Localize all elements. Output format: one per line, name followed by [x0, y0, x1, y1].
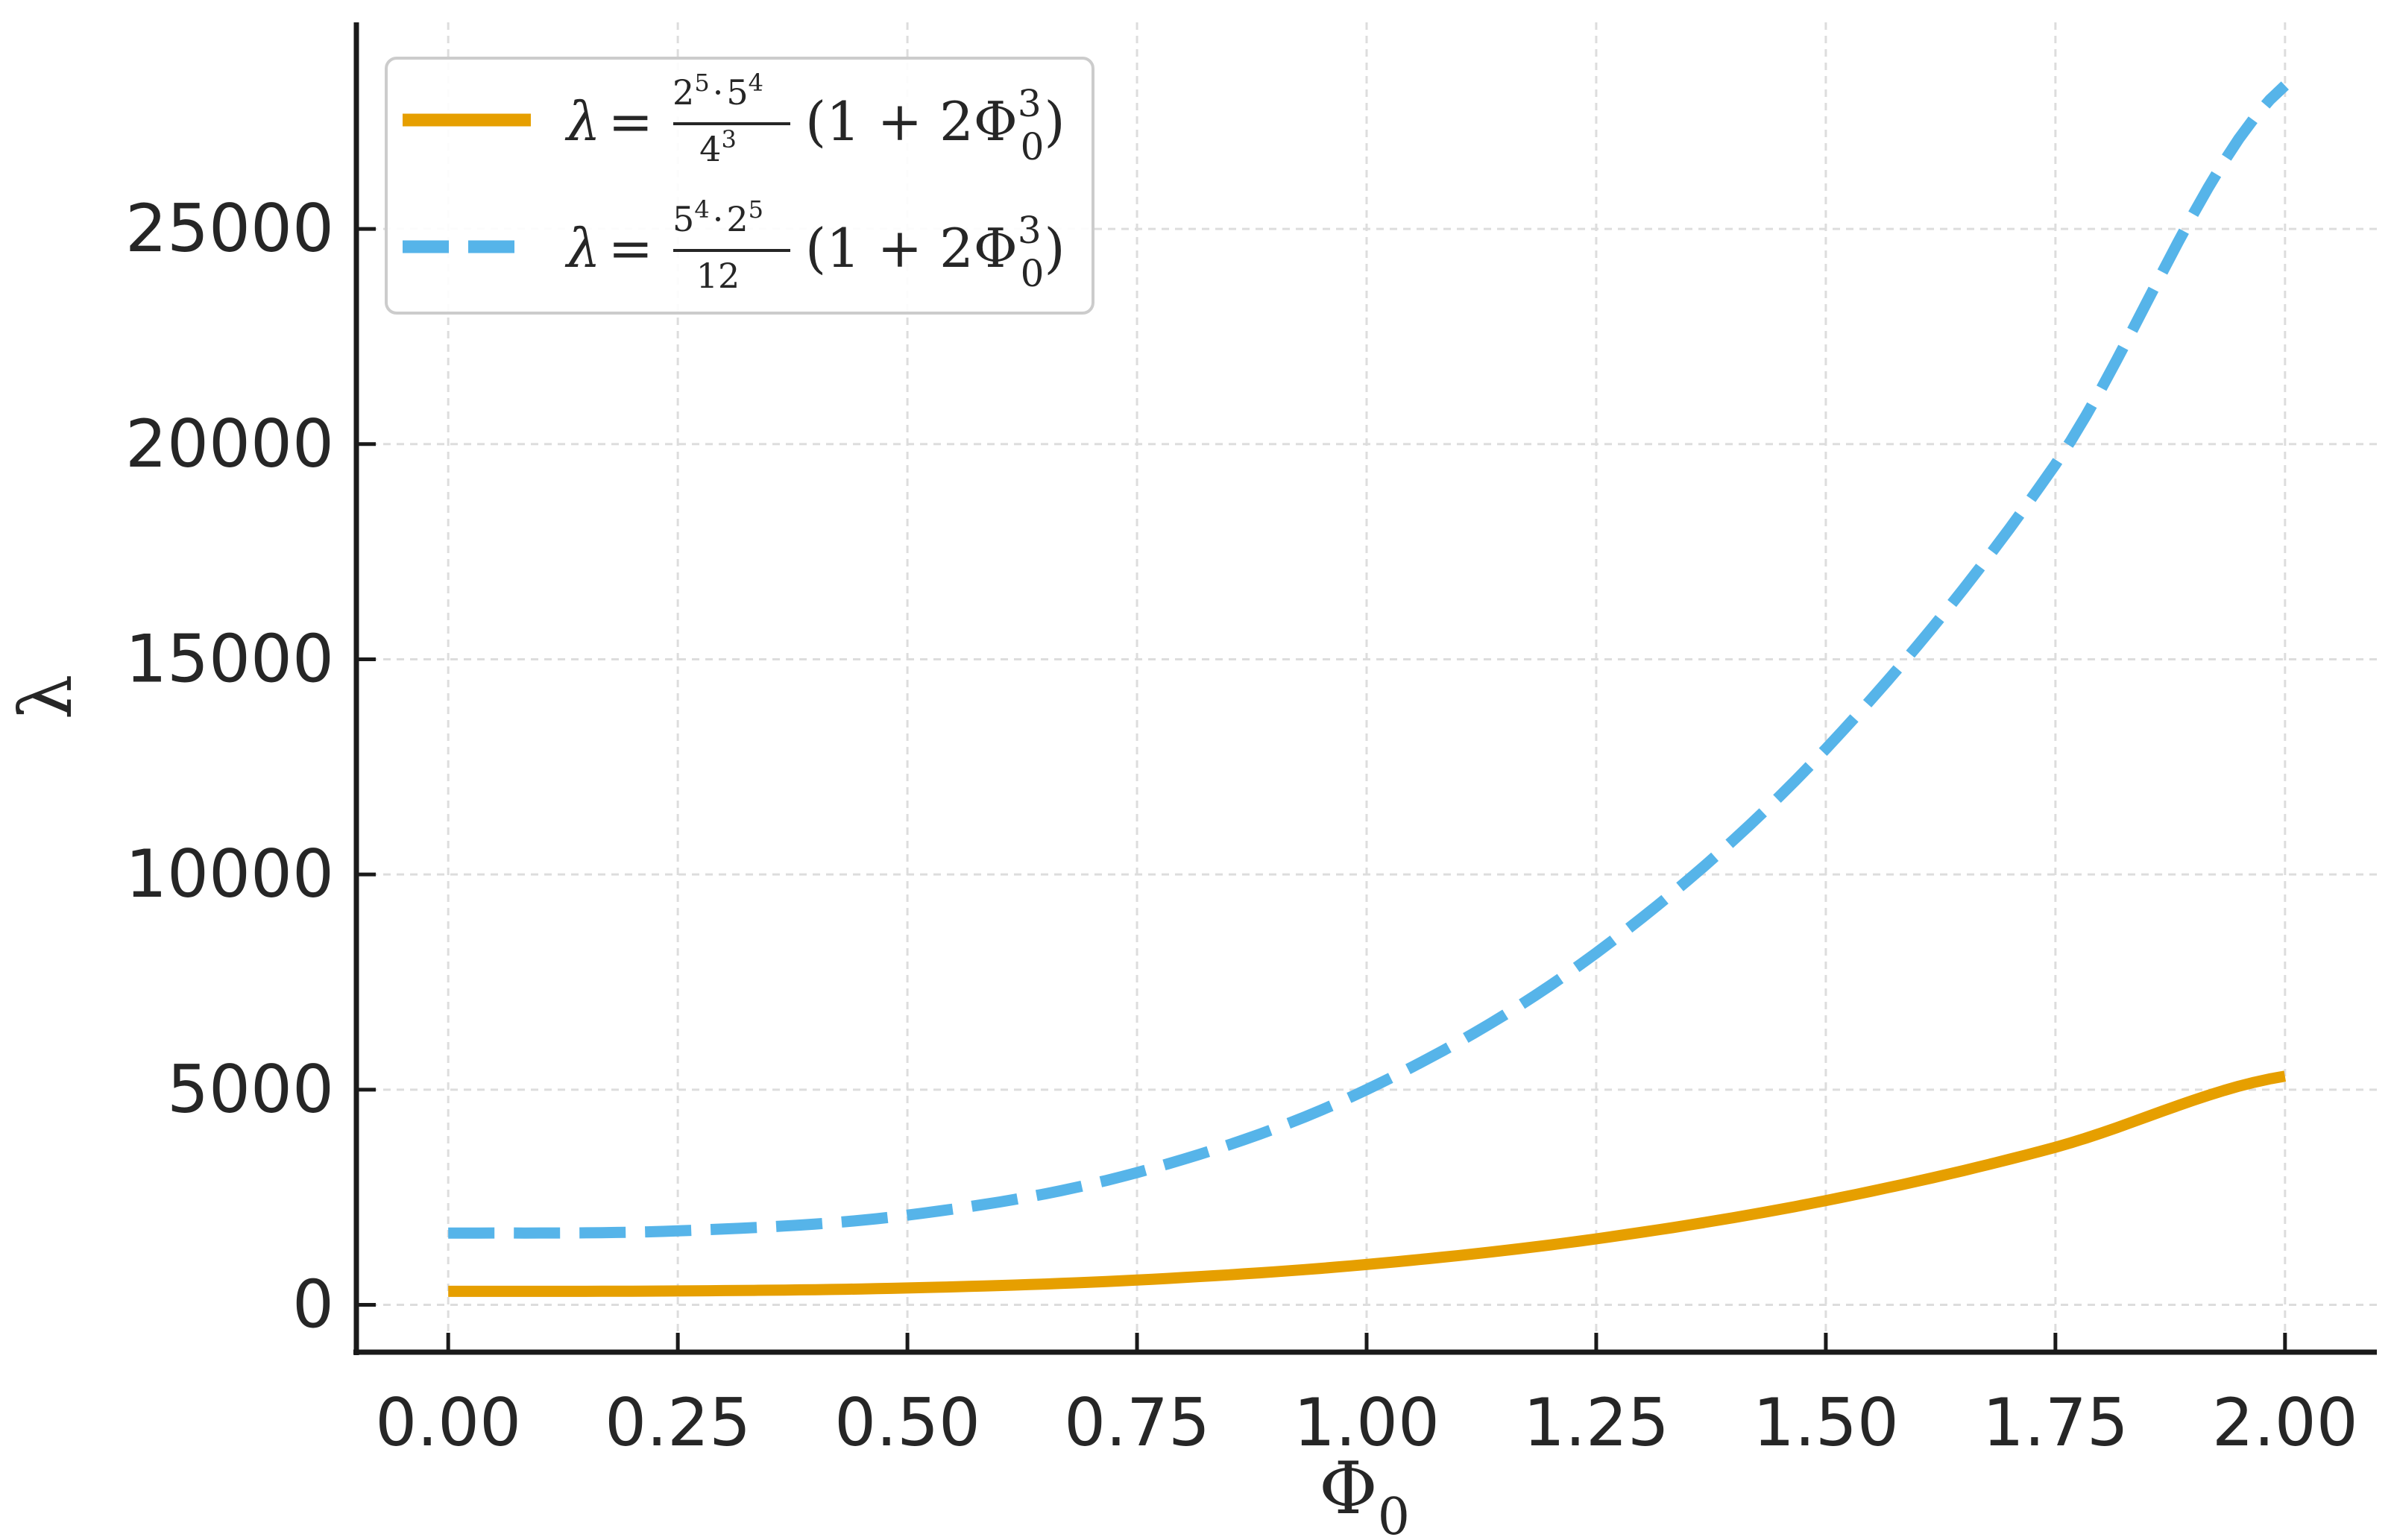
y-tick-label-2: 10000 — [125, 836, 334, 912]
tick-labels: 0.00 0.25 0.50 0.75 1.00 1.25 1.50 1.75 2.00 0 500… — [125, 190, 2358, 1461]
x-tick-label-1: 0.25 — [605, 1384, 751, 1461]
legend-label-series-1: λ = — [564, 90, 653, 153]
legend-tail-series-1: (1 + 2Φ3 0) — [805, 82, 1065, 168]
x-tick-label-5: 1.25 — [1523, 1384, 1669, 1461]
y-tick-label-3: 15000 — [125, 620, 334, 697]
x-tick-label-8: 2.00 — [2212, 1384, 2358, 1461]
x-tick-label-7: 1.75 — [1982, 1384, 2129, 1461]
x-tick-label-6: 1.50 — [1753, 1384, 1899, 1461]
x-tick-label-3: 0.75 — [1064, 1384, 1210, 1461]
legend-label-series-2: λ = — [564, 217, 653, 280]
legend: λ = 25·54 43 (1 + 2Φ3 0) λ = 54·25 12 (1 + … — [385, 57, 1094, 315]
legend-box — [385, 57, 1094, 315]
legend-entry-series-1: λ = 25·54 43 (1 + 2Φ3 0) — [403, 69, 1065, 169]
legend-entry-series-2: λ = 54·25 12 (1 + 2Φ3 0) — [403, 195, 1065, 296]
legend-denominator-series-2: 12 — [696, 256, 740, 296]
y-tick-label-4: 20000 — [125, 405, 334, 482]
tick-marks — [356, 227, 2287, 1352]
series-line-1 — [448, 1070, 2287, 1297]
x-axis-title: Φ0 — [1319, 1447, 1410, 1540]
x-tick-label-0: 0.00 — [375, 1384, 521, 1461]
y-tick-label-1: 5000 — [167, 1051, 334, 1128]
x-tick-label-4: 1.00 — [1294, 1384, 1440, 1461]
series-lines — [448, 81, 2289, 1297]
series-line-2 — [448, 81, 2289, 1239]
x-tick-label-2: 0.50 — [834, 1384, 980, 1461]
y-axis-title: λ — [4, 675, 88, 720]
legend-tail-series-2: (1 + 2Φ3 0) — [805, 209, 1065, 295]
legend-numerator-series-2: 54·25 — [672, 195, 763, 239]
y-tick-label-5: 25000 — [125, 190, 334, 267]
y-tick-label-0: 0 — [292, 1266, 334, 1342]
legend-numerator-series-1: 25·54 — [672, 69, 763, 113]
legend-denominator-series-1: 43 — [699, 125, 737, 169]
